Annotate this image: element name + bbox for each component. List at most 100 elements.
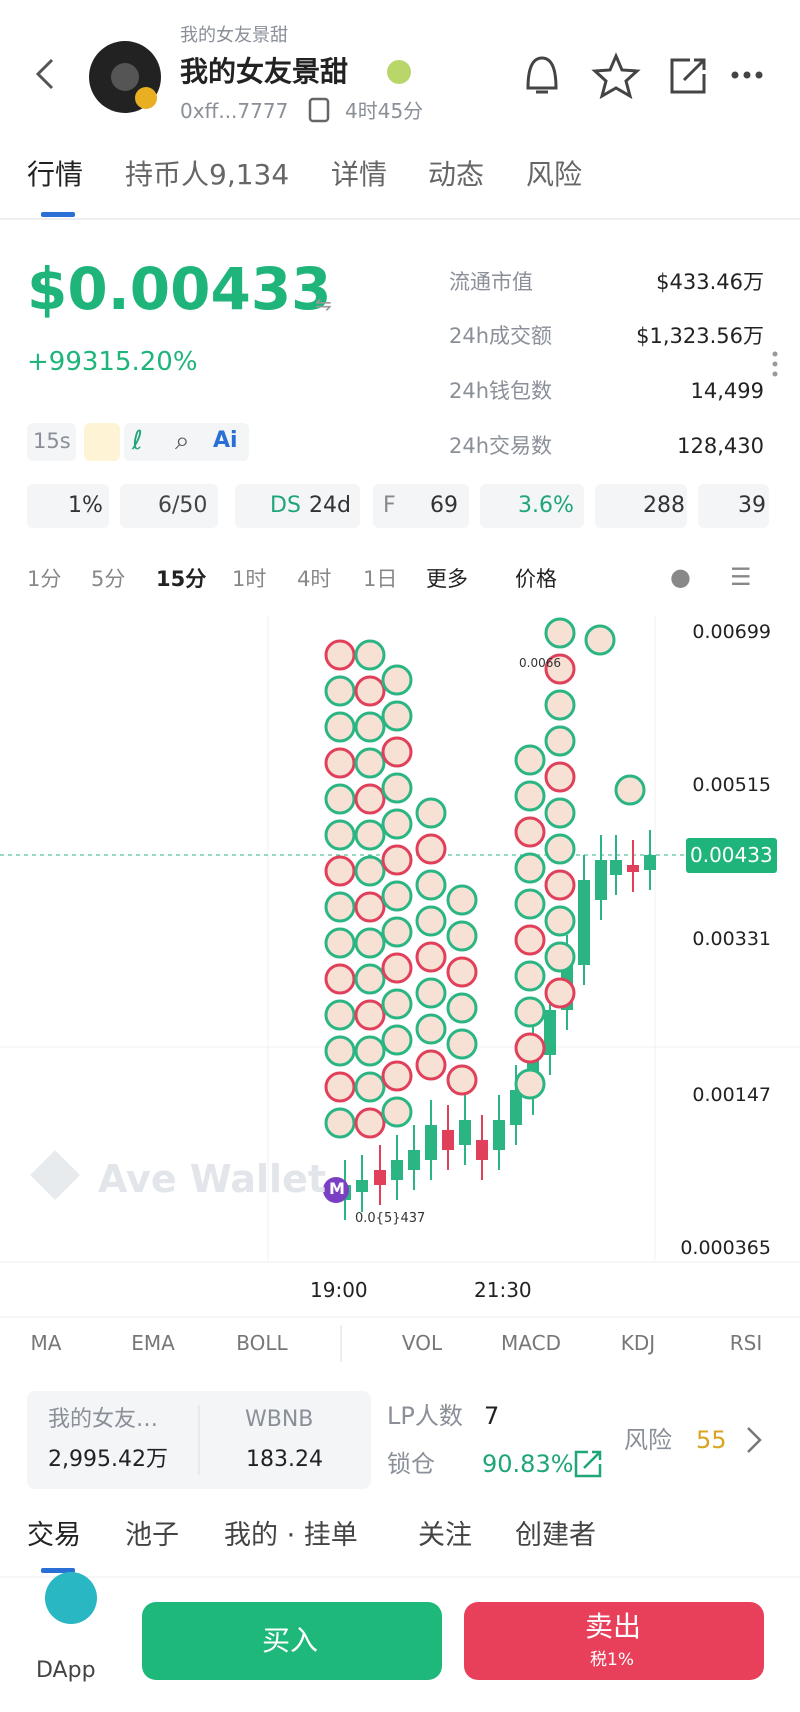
share-icon[interactable] [670, 58, 706, 94]
price-label: 0.000365 [680, 1237, 771, 1259]
trade-bubbles [324, 617, 646, 1139]
star-icon[interactable] [591, 52, 641, 100]
time-label: 21:30 [474, 1278, 532, 1302]
stat-label: 24h成交额 [449, 324, 553, 348]
copy-icon[interactable] [308, 97, 330, 123]
price-label: 0.00147 [692, 1084, 771, 1106]
stat-value: 14,499 [690, 379, 764, 403]
dapp-icon[interactable] [45, 1572, 97, 1624]
trade-bubble [544, 833, 576, 865]
bell-icon[interactable] [526, 56, 558, 94]
badge-box[interactable] [235, 484, 360, 528]
candle-body [356, 1180, 368, 1192]
sell-button[interactable] [464, 1602, 764, 1680]
indicator[interactable]: KDJ [620, 1331, 656, 1355]
more-icon[interactable] [731, 71, 763, 79]
trade-bubble [415, 1013, 447, 1045]
interval-option[interactable]: 1分 [27, 567, 62, 591]
interval-option[interactable]: 1日 [363, 567, 398, 591]
title: 我的女友景甜 [180, 55, 349, 88]
badge-box[interactable] [698, 484, 769, 528]
indicator[interactable]: VOL [401, 1331, 443, 1355]
bottom-tab[interactable]: 我的 · 挂单 [224, 1520, 358, 1551]
tab[interactable]: 详情 [331, 158, 388, 191]
trade-bubble [446, 956, 478, 988]
external-icon[interactable] [574, 1450, 602, 1478]
candle-body [544, 1010, 556, 1055]
stats-more[interactable] [772, 351, 778, 377]
trade-bubble [354, 855, 386, 887]
trade-bubble [415, 941, 447, 973]
bottom-tab[interactable]: 交易 [27, 1520, 81, 1551]
trade-bubble [544, 905, 576, 937]
badge: F [383, 493, 396, 518]
sell[interactable]: 卖出 [585, 1610, 642, 1643]
indicator[interactable]: EMA [131, 1331, 175, 1355]
trade-bubble [544, 797, 576, 829]
trade-bubble [514, 744, 546, 776]
trade-bubble [354, 1071, 386, 1103]
search-icon[interactable]: ⌕ [175, 426, 190, 456]
chevron[interactable] [747, 1427, 762, 1453]
tab[interactable]: 动态 [428, 158, 485, 191]
tab[interactable]: 持币人9,134 [125, 158, 290, 191]
badge-box[interactable] [27, 484, 109, 528]
indicator[interactable]: BOLL [236, 1331, 288, 1355]
indicator[interactable]: RSI [729, 1331, 763, 1355]
badge-box[interactable] [120, 484, 218, 528]
tool-box[interactable] [84, 423, 120, 461]
trade-bubble [381, 952, 413, 984]
trade-bubble [415, 1049, 447, 1081]
dapp[interactable]: DApp [36, 1658, 96, 1683]
candle-body [425, 1125, 437, 1160]
badge-box[interactable] [480, 484, 584, 528]
interval[interactable]: 15s [33, 429, 71, 453]
badge-box[interactable] [595, 484, 687, 528]
tab-indicator [41, 212, 75, 217]
trade-bubble [544, 725, 576, 757]
interval-option[interactable]: 4时 [297, 567, 332, 591]
trade-bubble [514, 924, 546, 956]
tab[interactable]: 行情 [27, 158, 84, 191]
bottom-tab[interactable]: 创建者 [515, 1520, 596, 1551]
badge: 1% [68, 493, 103, 518]
trade-bubble [584, 624, 616, 656]
interval-option[interactable]: 15分 [156, 567, 207, 591]
tab[interactable]: 风险 [526, 158, 583, 191]
interval-option[interactable]: 5分 [91, 567, 126, 591]
buy[interactable]: 买入 [262, 1624, 319, 1657]
trade-bubble [381, 664, 413, 696]
avatar-badge [135, 87, 157, 109]
indicator[interactable]: MA [30, 1331, 62, 1355]
settings-icon[interactable]: ☰ [730, 563, 752, 591]
pool-token: 我的女友… [48, 1407, 159, 1432]
watermark-logo [30, 1150, 80, 1200]
trade-bubble [381, 1060, 413, 1092]
trade-bubble [324, 855, 356, 887]
bottom-tab[interactable]: 池子 [125, 1520, 179, 1551]
chart-tool-icon[interactable]: ● [670, 563, 691, 591]
trade-bubble [324, 927, 356, 959]
trade-bubble [415, 905, 447, 937]
interval-option[interactable]: 1时 [232, 567, 267, 591]
trade-bubble [514, 996, 546, 1028]
trade-bubble [544, 617, 576, 649]
convert-icon[interactable]: ⇋ [315, 292, 332, 316]
interval-option[interactable]: 更多 [426, 567, 468, 591]
buy-button[interactable] [142, 1602, 442, 1680]
trade-bubble [324, 1107, 356, 1139]
interval-option[interactable]: 价格 [515, 567, 557, 591]
tool-box[interactable] [124, 423, 249, 461]
trade-bubble [446, 1064, 478, 1096]
annotation: 0.0{5}437 [355, 1211, 426, 1226]
trade-bubble [324, 819, 356, 851]
indicator[interactable]: MACD [501, 1331, 561, 1355]
trade-bubble [354, 1035, 386, 1067]
tool-box[interactable] [27, 423, 76, 461]
bottom-tab[interactable]: 关注 [418, 1520, 472, 1551]
badge-box[interactable] [373, 484, 469, 528]
leaf-icon[interactable]: ℓ [132, 426, 143, 456]
back-icon[interactable] [35, 58, 54, 90]
ai[interactable]: Ai [213, 428, 238, 453]
candle-body [610, 860, 622, 875]
